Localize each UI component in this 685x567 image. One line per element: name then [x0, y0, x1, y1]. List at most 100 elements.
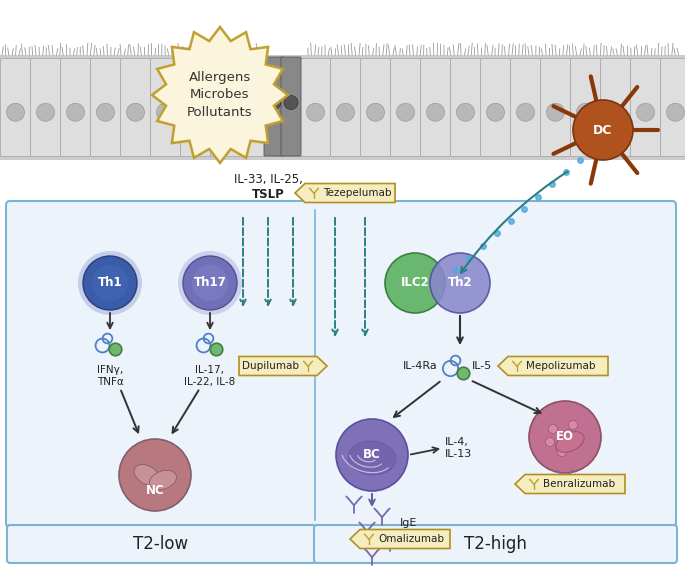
Text: Omalizumab: Omalizumab [378, 534, 444, 544]
Polygon shape [515, 475, 625, 493]
Ellipse shape [348, 441, 396, 475]
FancyBboxPatch shape [90, 58, 121, 156]
Text: IL-4,
IL-13: IL-4, IL-13 [445, 437, 472, 459]
Circle shape [192, 265, 228, 301]
Text: Dupilumab: Dupilumab [242, 361, 299, 371]
Text: IgE: IgE [400, 518, 417, 528]
Ellipse shape [134, 464, 160, 485]
FancyBboxPatch shape [121, 58, 151, 156]
FancyBboxPatch shape [271, 58, 301, 156]
Text: Th2: Th2 [448, 277, 473, 290]
Circle shape [119, 439, 191, 511]
FancyBboxPatch shape [571, 58, 601, 156]
Text: Allergens
Microbes
Pollutants: Allergens Microbes Pollutants [187, 71, 253, 119]
Circle shape [577, 103, 595, 121]
Text: T2-high: T2-high [464, 535, 527, 553]
Circle shape [564, 429, 573, 438]
Text: IL-5: IL-5 [472, 361, 493, 371]
Polygon shape [295, 184, 395, 202]
Circle shape [6, 103, 25, 121]
Circle shape [427, 103, 445, 121]
Circle shape [216, 103, 234, 121]
FancyBboxPatch shape [421, 58, 451, 156]
Circle shape [66, 103, 84, 121]
FancyBboxPatch shape [301, 58, 330, 156]
Circle shape [277, 103, 295, 121]
FancyBboxPatch shape [210, 58, 240, 156]
Circle shape [516, 103, 534, 121]
Ellipse shape [556, 431, 584, 452]
Circle shape [456, 103, 475, 121]
FancyBboxPatch shape [390, 58, 421, 156]
Polygon shape [498, 357, 608, 375]
FancyBboxPatch shape [330, 58, 360, 156]
FancyBboxPatch shape [240, 58, 271, 156]
Text: BC: BC [363, 448, 381, 462]
Text: IFNγ,
TNFα: IFNγ, TNFα [97, 365, 123, 387]
Circle shape [336, 103, 355, 121]
FancyBboxPatch shape [510, 58, 540, 156]
Text: Th1: Th1 [98, 277, 123, 290]
Circle shape [385, 253, 445, 313]
FancyBboxPatch shape [7, 525, 316, 563]
FancyBboxPatch shape [181, 58, 210, 156]
Circle shape [178, 251, 242, 315]
FancyBboxPatch shape [540, 58, 571, 156]
FancyBboxPatch shape [151, 58, 181, 156]
Circle shape [284, 95, 298, 109]
Circle shape [547, 103, 564, 121]
FancyBboxPatch shape [1, 58, 31, 156]
Text: IL-33, IL-25,: IL-33, IL-25, [234, 174, 303, 187]
Circle shape [36, 103, 55, 121]
Text: Mepolizumab: Mepolizumab [526, 361, 595, 371]
Circle shape [430, 253, 490, 313]
Circle shape [267, 95, 281, 109]
Polygon shape [239, 357, 327, 375]
Circle shape [336, 419, 408, 491]
Circle shape [156, 103, 175, 121]
Circle shape [83, 256, 137, 310]
Circle shape [183, 256, 237, 310]
Text: Tezepelumab: Tezepelumab [323, 188, 392, 198]
Circle shape [636, 103, 654, 121]
FancyBboxPatch shape [360, 58, 390, 156]
Circle shape [186, 103, 205, 121]
Circle shape [92, 265, 128, 301]
Circle shape [573, 100, 633, 160]
Circle shape [397, 103, 414, 121]
Circle shape [556, 442, 564, 451]
Circle shape [306, 103, 325, 121]
Circle shape [247, 103, 264, 121]
Circle shape [667, 103, 684, 121]
Bar [0, 55, 685, 160]
Text: NC: NC [146, 484, 164, 497]
Text: IL-17,
IL-22, IL-8: IL-17, IL-22, IL-8 [184, 365, 236, 387]
Text: IL-4Ra: IL-4Ra [403, 361, 438, 371]
FancyBboxPatch shape [281, 57, 301, 156]
Circle shape [558, 447, 566, 456]
FancyBboxPatch shape [60, 58, 90, 156]
Circle shape [127, 103, 145, 121]
Circle shape [366, 103, 384, 121]
Text: TSLP: TSLP [251, 188, 284, 201]
Circle shape [97, 103, 114, 121]
Circle shape [606, 103, 625, 121]
FancyBboxPatch shape [31, 58, 60, 156]
Text: Th17: Th17 [194, 277, 226, 290]
FancyBboxPatch shape [601, 58, 630, 156]
Polygon shape [152, 27, 288, 163]
Circle shape [486, 103, 504, 121]
Circle shape [545, 438, 554, 446]
Circle shape [569, 421, 577, 429]
Circle shape [573, 438, 582, 446]
Ellipse shape [149, 470, 177, 490]
Text: ILC2: ILC2 [401, 277, 429, 290]
Circle shape [529, 401, 601, 473]
FancyBboxPatch shape [451, 58, 480, 156]
FancyBboxPatch shape [314, 525, 677, 563]
Circle shape [78, 251, 142, 315]
Circle shape [549, 425, 558, 434]
Text: EO: EO [556, 430, 574, 443]
Text: IL-5R: IL-5R [577, 477, 605, 487]
Text: DC: DC [593, 124, 612, 137]
